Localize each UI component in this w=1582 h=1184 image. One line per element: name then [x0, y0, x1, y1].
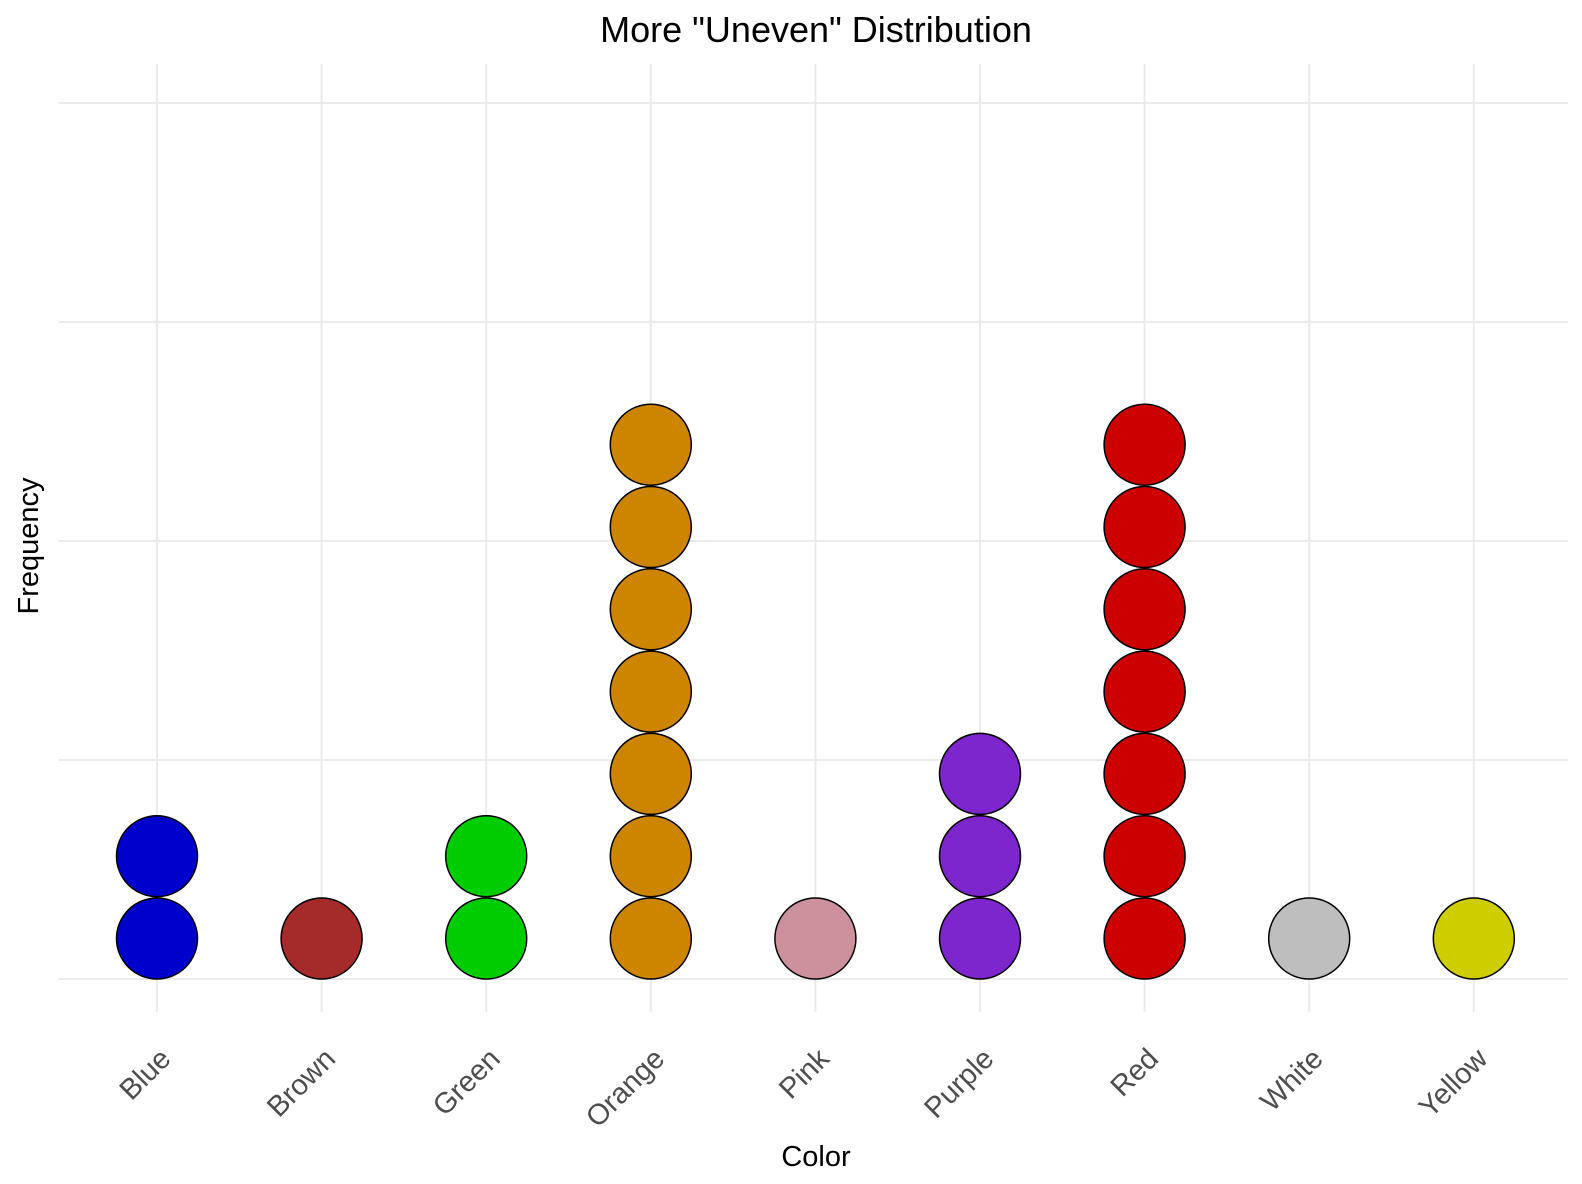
x-tick-labels: Blue Brown Green Orange Pink Purple Red White Ye… [114, 1042, 1495, 1134]
x-tick-label-pink: Pink [773, 1042, 836, 1105]
x-tick-label-yellow: Yellow [1413, 1042, 1495, 1124]
dot-blue [115, 814, 199, 898]
dot-yellow [1432, 897, 1516, 980]
dot-red [1103, 650, 1186, 733]
dot-red [1103, 814, 1186, 898]
x-tick-label-orange: Orange [580, 1043, 671, 1134]
dot-orange [609, 897, 693, 980]
x-tick-label-red: Red [1105, 1043, 1165, 1103]
dot-red [1103, 897, 1186, 980]
dot-orange [609, 485, 693, 569]
x-tick-label-green: Green [427, 1043, 507, 1123]
x-tick-label-purple: Purple [918, 1043, 1000, 1125]
dot-red [1103, 485, 1186, 569]
dot-red [1103, 732, 1186, 816]
x-tick-label-brown: Brown [261, 1043, 342, 1124]
dot-purple [938, 897, 1022, 980]
x-axis-title: Color [781, 1141, 851, 1173]
x-tick-label-white: White [1255, 1043, 1330, 1118]
grid-lines [59, 64, 1568, 1012]
dot-green [444, 897, 528, 980]
chart-title: More "Uneven" Distribution [600, 9, 1032, 50]
dot-white [1267, 897, 1351, 980]
dot-orange [609, 403, 693, 486]
dot-orange [609, 814, 693, 898]
dot-blue [115, 897, 199, 980]
dot-red [1103, 403, 1186, 486]
dot-pink [774, 897, 857, 980]
dot-orange [609, 568, 693, 651]
dot-green [444, 814, 528, 898]
y-axis-title: Frequency [13, 477, 45, 615]
data-dots [115, 403, 1516, 980]
dot-brown [280, 897, 363, 980]
dot-red [1103, 568, 1186, 651]
dot-purple [938, 814, 1022, 898]
dot-orange [609, 732, 693, 816]
dot-purple [938, 732, 1022, 816]
x-tick-label-blue: Blue [114, 1043, 178, 1107]
dot-orange [609, 650, 693, 733]
